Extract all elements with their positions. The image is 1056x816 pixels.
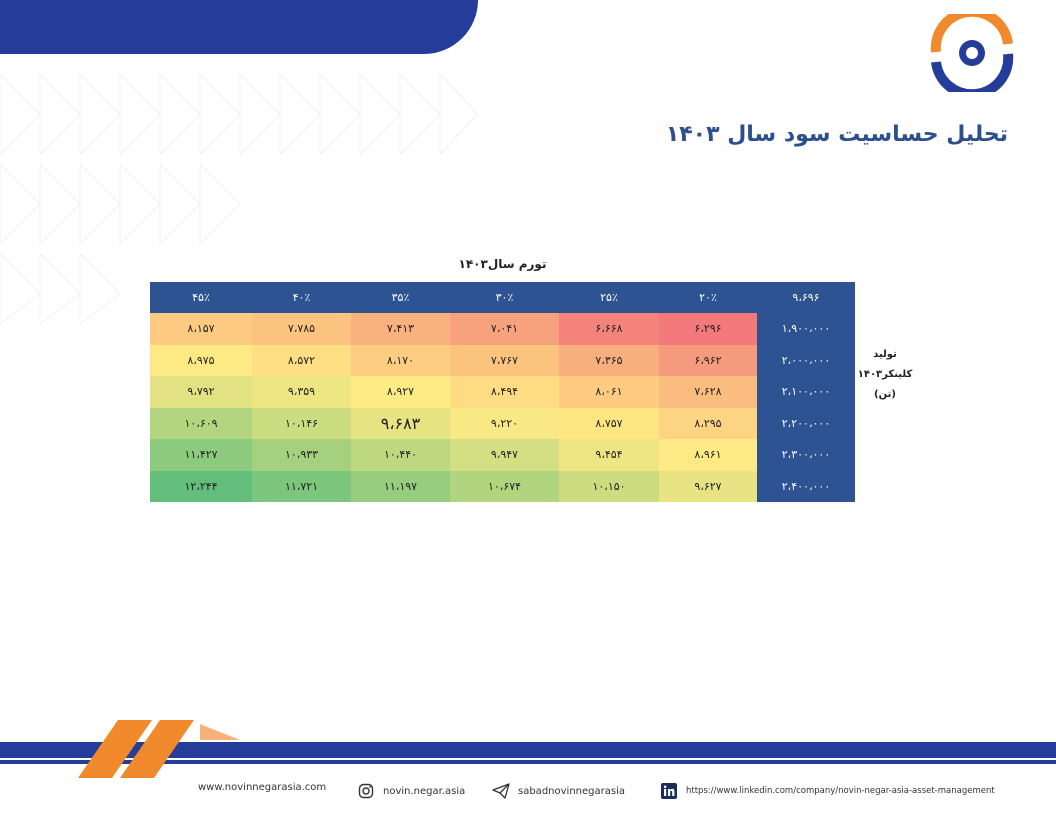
logo-eye-icon [930,14,1014,92]
row-header: ۲،۲۰۰،۰۰۰ [757,407,855,439]
table-cell: ۱۰،۱۵۰ [559,470,659,502]
background-triangle-pattern [0,72,478,324]
table-cell: ۷،۴۱۳ [351,313,450,345]
instagram-icon [357,782,375,800]
table-cell: ۸،۵۷۲ [252,344,351,376]
table-cell: ۷،۶۲۸ [659,376,757,408]
row-header: ۲،۳۰۰،۰۰۰ [757,439,855,471]
table-cell: ۸،۴۹۴ [450,376,559,408]
table-cell: ۱۰،۹۳۳ [252,439,351,471]
telegram-handle[interactable]: sabadnovinnegarasia [518,785,625,797]
corner-base-value: ۹،۶۹۶ [757,282,855,313]
table-cell: ۹،۷۹۲ [150,376,252,408]
table-cell: ۶،۹۶۲ [659,344,757,376]
top-header-bar [0,0,478,54]
footer-linkedin[interactable]: https://www.linkedin.com/company/novin-n… [660,782,995,800]
column-header: ۴۰٪ [252,282,351,313]
table-cell: ۱۰،۶۷۴ [450,470,559,502]
linkedin-icon [660,782,678,800]
table-row: ۹،۷۹۲ ۹،۳۵۹ ۸،۹۲۷ ۸،۴۹۴ ۸،۰۶۱ ۷،۶۲۸ ۲،۱۰… [150,376,855,408]
table-cell: ۹،۴۵۴ [559,439,659,471]
footer-telegram[interactable]: sabadnovinnegarasia [492,782,625,800]
table-cell: ۸،۲۹۵ [659,407,757,439]
row-header: ۱،۹۰۰،۰۰۰ [757,313,855,345]
page-title: تحلیل حساسیت سود سال ۱۴۰۳ [665,122,1008,147]
column-header: ۲۵٪ [559,282,659,313]
linkedin-url[interactable]: https://www.linkedin.com/company/novin-n… [686,786,995,796]
table-cell: ۸،۱۵۷ [150,313,252,345]
table-cell: ۹،۶۲۷ [659,470,757,502]
table-cell: ۸،۹۶۱ [659,439,757,471]
table-row: ۸،۹۷۵ ۸،۵۷۲ ۸،۱۷۰ ۷،۷۶۷ ۷،۳۶۵ ۶،۹۶۲ ۲،۰۰… [150,344,855,376]
table-cell: ۹،۹۴۷ [450,439,559,471]
table-cell: ۱۱،۴۲۷ [150,439,252,471]
row-axis-label-line2: کلینکر۱۴۰۳ [857,369,913,380]
sensitivity-table: ۴۵٪ ۴۰٪ ۳۵٪ ۳۰٪ ۲۵٪ ۲۰٪ ۹،۶۹۶ ۸،۱۵۷ ۷،۷۸… [150,282,855,502]
table-caption: تورم سال۱۴۰۳ [458,257,547,271]
table-cell: ۱۱،۷۲۱ [252,470,351,502]
row-axis-label: تولید کلینکر۱۴۰۳ (تن) [856,345,914,405]
table-cell: ۱۰،۶۰۹ [150,407,252,439]
column-header: ۲۰٪ [659,282,757,313]
table-cell: ۷،۰۴۱ [450,313,559,345]
table-cell: ۱۱،۱۹۷ [351,470,450,502]
footer-stripes [0,720,1056,778]
instagram-handle[interactable]: novin.negar.asia [383,785,466,797]
row-header: ۲،۰۰۰،۰۰۰ [757,344,855,376]
table-row: ۸،۱۵۷ ۷،۷۸۵ ۷،۴۱۳ ۷،۰۴۱ ۶،۶۶۸ ۶،۲۹۶ ۱،۹۰… [150,313,855,345]
table-cell: ۹،۲۲۰ [450,407,559,439]
table-cell: ۹،۳۵۹ [252,376,351,408]
table-cell: ۷،۷۸۵ [252,313,351,345]
column-header: ۳۵٪ [351,282,450,313]
table-row: ۱۰،۶۰۹ ۱۰،۱۴۶ ۹،۶۸۳ ۹،۲۲۰ ۸،۷۵۷ ۸،۲۹۵ ۲،… [150,407,855,439]
table-cell: ۸،۷۵۷ [559,407,659,439]
footer-instagram[interactable]: novin.negar.asia [357,782,465,800]
table-cell: ۱۰،۴۴۰ [351,439,450,471]
footer-website[interactable]: www.novinnegarasia.com [198,782,326,793]
row-axis-label-line1: تولید [873,349,897,360]
table-cell: ۶،۲۹۶ [659,313,757,345]
telegram-icon [492,782,510,800]
table-cell: ۷،۷۶۷ [450,344,559,376]
column-header: ۴۵٪ [150,282,252,313]
row-header: ۲،۱۰۰،۰۰۰ [757,376,855,408]
table-row: ۱۱،۴۲۷ ۱۰،۹۳۳ ۱۰،۴۴۰ ۹،۹۴۷ ۹،۴۵۴ ۸،۹۶۱ ۲… [150,439,855,471]
table-cell: ۷،۳۶۵ [559,344,659,376]
row-axis-label-line3: (تن) [874,389,896,400]
table-cell: ۱۰،۱۴۶ [252,407,351,439]
base-case-cell: ۹،۶۸۳ [351,407,450,439]
table-cell: ۸،۱۷۰ [351,344,450,376]
table-header-row: ۴۵٪ ۴۰٪ ۳۵٪ ۳۰٪ ۲۵٪ ۲۰٪ ۹،۶۹۶ [150,282,855,313]
table-row: ۱۲،۲۴۴ ۱۱،۷۲۱ ۱۱،۱۹۷ ۱۰،۶۷۴ ۱۰،۱۵۰ ۹،۶۲۷… [150,470,855,502]
table-cell: ۸،۹۷۵ [150,344,252,376]
table-cell: ۸،۰۶۱ [559,376,659,408]
table-cell: ۸،۹۲۷ [351,376,450,408]
table-cell: ۱۲،۲۴۴ [150,470,252,502]
row-header: ۲،۴۰۰،۰۰۰ [757,470,855,502]
website-link[interactable]: www.novinnegarasia.com [198,782,327,793]
column-header: ۳۰٪ [450,282,559,313]
table-cell: ۶،۶۶۸ [559,313,659,345]
footer: www.novinnegarasia.com novin.negar.asia … [0,778,1056,804]
